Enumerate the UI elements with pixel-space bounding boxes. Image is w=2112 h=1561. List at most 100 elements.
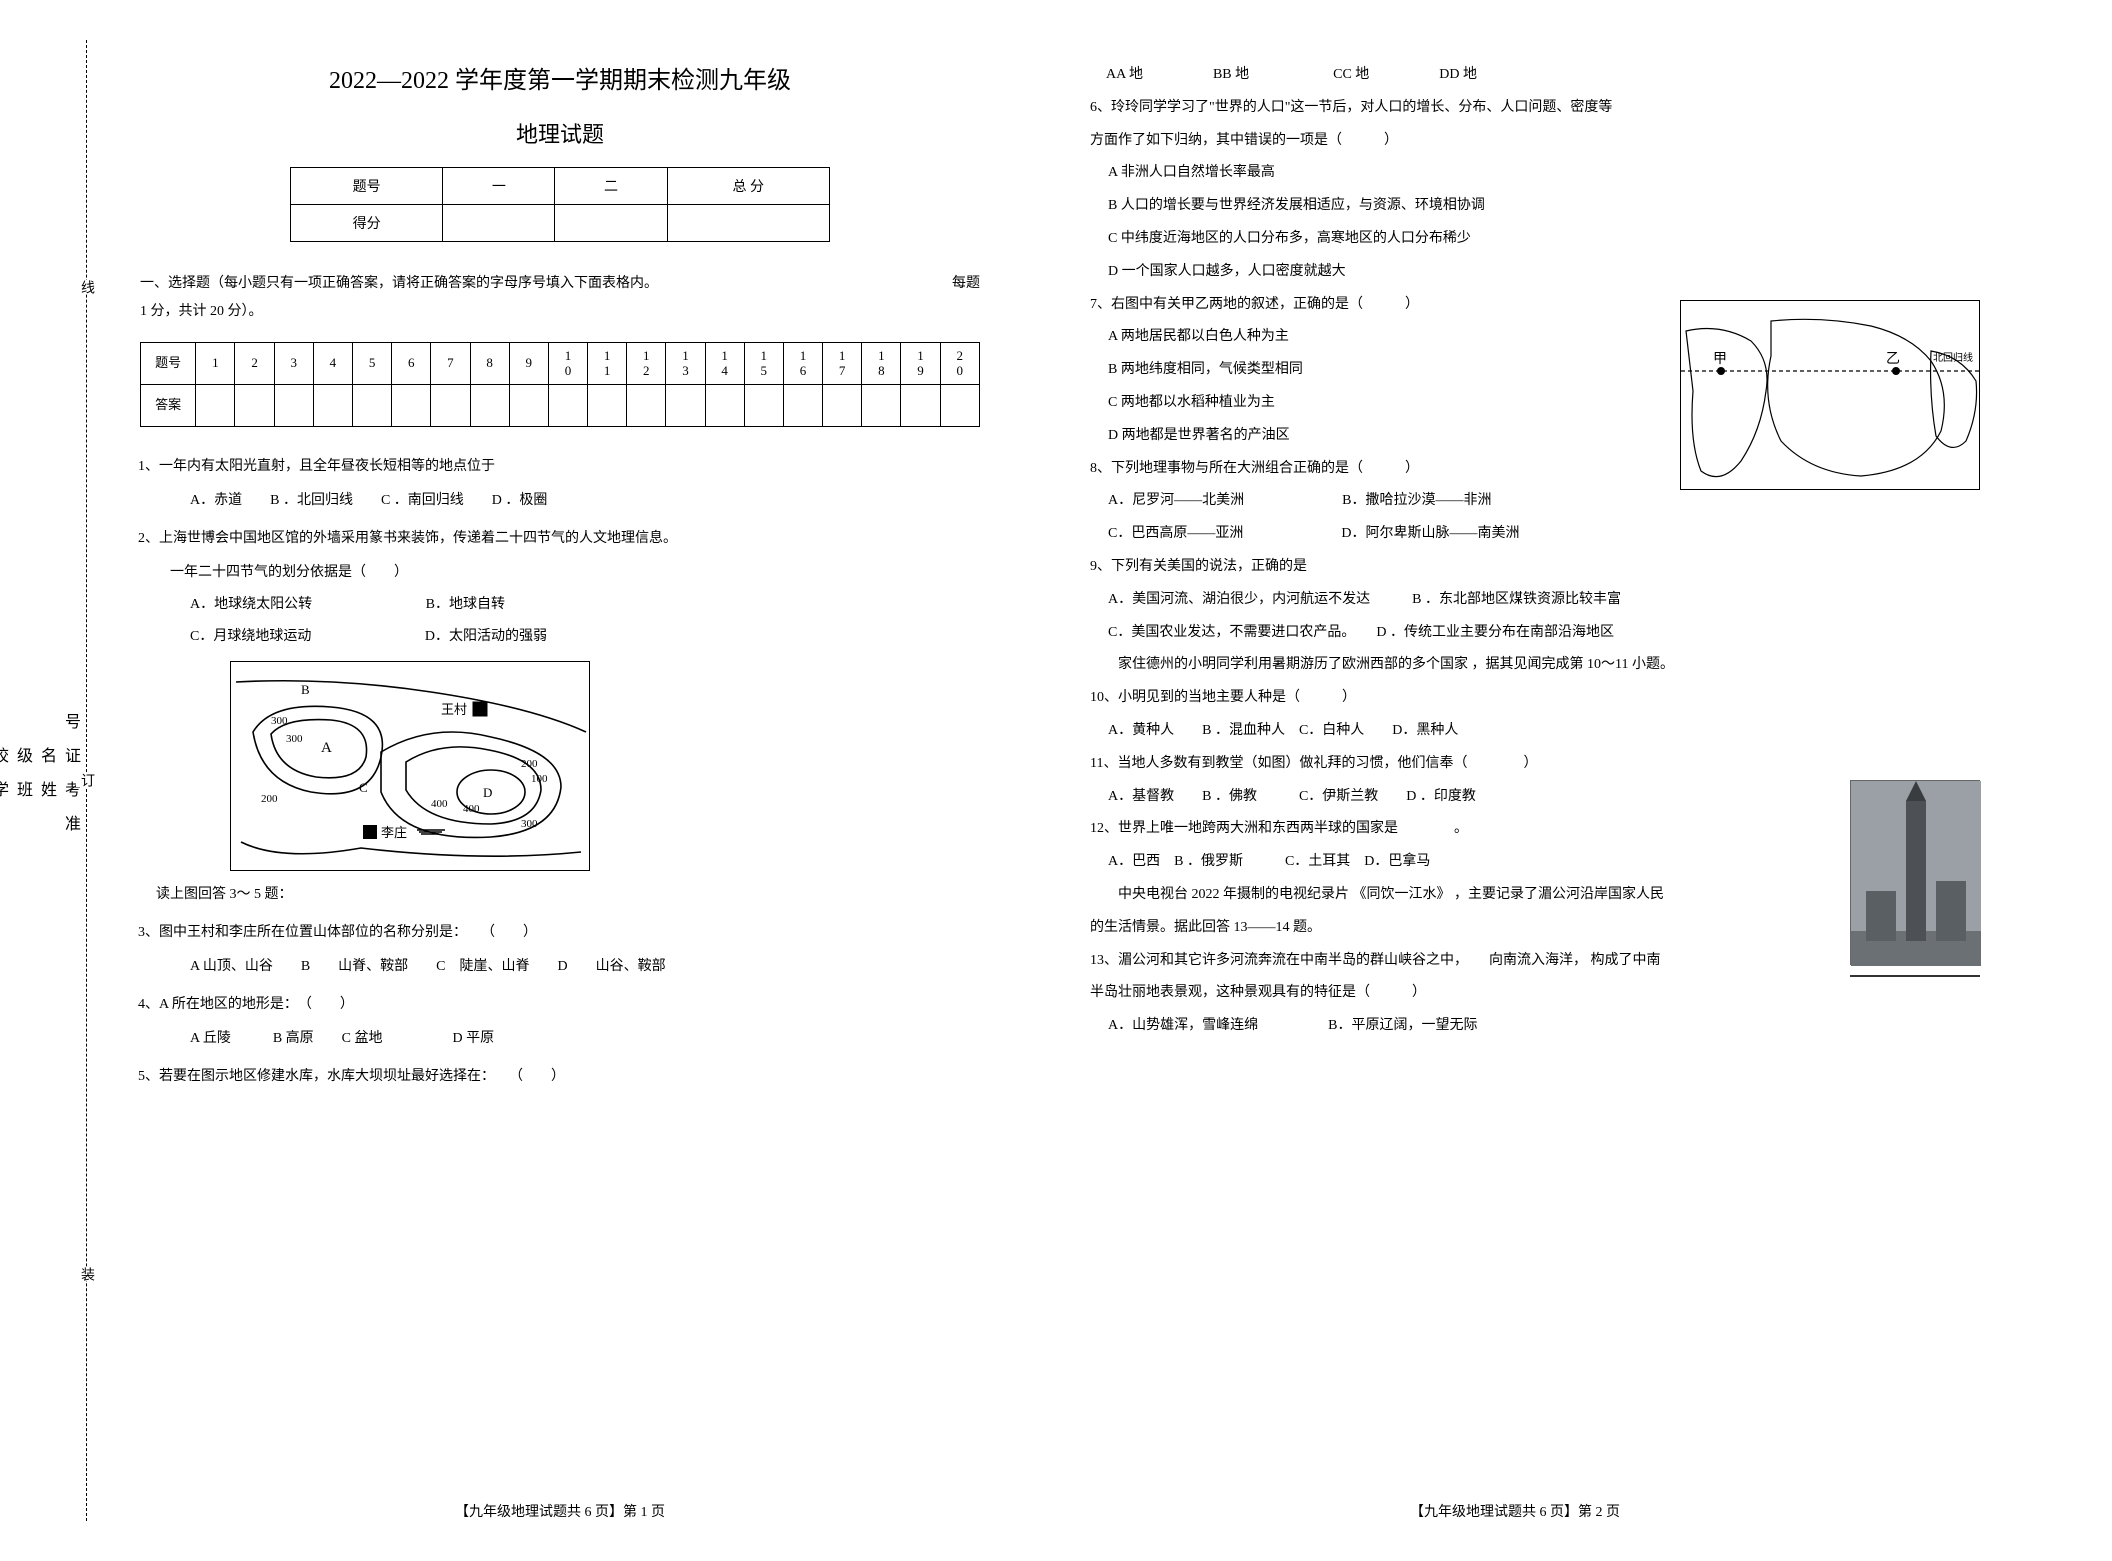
ag-n4: 4 <box>313 343 352 385</box>
section-1-instructions: 一、选择题（每小题只有一项正确答案，请将正确答案的字母序号填入下面表格内。 每题… <box>140 270 980 326</box>
q11-figure-underline <box>1850 975 1980 977</box>
page-2-footer: 【九年级地理试题共 6 页】第 2 页 <box>1060 1481 1970 1521</box>
q3-opts: A 山顶、山谷 B 山脊、鞍部 C 陡崖、山脊 D 山谷、鞍部 <box>190 953 980 981</box>
score-table: 题号 一 二 总 分 得分 <box>290 167 830 242</box>
ag-a1 <box>196 385 235 427</box>
binding-label-class: 级班 <box>10 747 34 815</box>
q4-stem: 4、A 所在地区的地形是： （ ） <box>156 991 980 1019</box>
q6-stem1: 6、玲玲同学学习了"世界的人口"这一节后，对人口的增长、分布、人口问题、密度等 <box>1090 93 1970 124</box>
ag-a11 <box>588 385 627 427</box>
q6-D: D 一个国家人口越多，人口密度就越大 <box>1108 257 1970 288</box>
ag-n15: 15 <box>744 343 783 385</box>
answer-grid-label-num: 题号 <box>141 343 196 385</box>
ag-n17: 17 <box>823 343 862 385</box>
q12-stem: 12、世界上唯一地跨两大洲和东西两半球的国家是 。 <box>1090 814 1970 845</box>
ag-a17 <box>823 385 862 427</box>
q12-opts: A．巴西 B ．俄罗斯 C．土耳其 D．巴拿马 <box>1108 847 1970 878</box>
li-icon <box>363 825 377 839</box>
score-v-label: 得分 <box>291 205 443 242</box>
ag-n20: 20 <box>940 343 979 385</box>
binding-label-name: 名姓 <box>34 747 58 815</box>
q2-optC: C．月球绕地球运动 <box>190 629 311 644</box>
score-row-header: 题号 一 二 总 分 <box>291 168 830 205</box>
q6-stem2: 方面作了如下归纳，其中错误的一项是（ ） <box>1090 126 1970 157</box>
q11-church-figure <box>1850 780 1980 965</box>
q1-stem: 1、一年内有太阳光直射，且全年昼夜长短相等的地点位于 <box>156 453 980 481</box>
answer-grid: 题号 1 2 3 4 5 6 7 8 9 10 11 12 13 14 15 1… <box>140 342 980 427</box>
ag-a10 <box>548 385 587 427</box>
q1-opts: A．赤道 B ．北回归线 C ．南回归线 D ．极圈 <box>190 487 980 515</box>
page-2: AA 地 BB 地 CC 地 DD 地 6、玲玲同学学习了"世界的人口"这一节后… <box>1050 0 2010 1561</box>
exam-title: 2022―2022 学年度第一学期期末检测九年级 <box>110 60 1010 95</box>
elev-400b: 400 <box>431 798 448 810</box>
ag-a6 <box>392 385 431 427</box>
q2-optB: B．地球自转 <box>426 597 505 612</box>
ag-a9 <box>509 385 548 427</box>
elev-100: 100 <box>531 773 548 785</box>
map-label-yi: 乙 <box>1886 351 1900 367</box>
ag-n11: 11 <box>588 343 627 385</box>
instr-line1b: 每题 <box>952 270 980 298</box>
ag-a8 <box>470 385 509 427</box>
ag-a19 <box>901 385 940 427</box>
q2-optA: A．地球绕太阳公转 <box>190 597 312 612</box>
q11-opts: A．基督教 B ．佛教 C．伊斯兰教 D ．印度教 <box>1108 782 1970 813</box>
binding-label-school: 校学 <box>0 747 10 815</box>
score-row-values: 得分 <box>291 205 830 242</box>
q13-opts: A．山势雄浑，雪峰连绵 B．平原辽阔，一望无际 <box>1108 1011 1970 1042</box>
map-label-jia: 甲 <box>1713 352 1727 367</box>
score-v-total <box>667 205 829 242</box>
q10-stem: 10、小明见到的当地主要人种是（ ） <box>1090 683 1970 714</box>
instr-line1a: 一、选择题（每小题只有一项正确答案，请将正确答案的字母序号填入下面表格内。 <box>140 276 658 291</box>
q13-stem2: 半岛壮丽地表景观，这种景观具有的特征是（ ） <box>1090 978 1970 1009</box>
contour-B: B <box>301 682 310 697</box>
contour-svg: B 王村 300 300 A C D 李庄 200 100 400 400 30… <box>231 662 591 872</box>
ag-a3 <box>274 385 313 427</box>
wang-icon <box>473 702 487 716</box>
elev-200: 200 <box>521 758 538 770</box>
q9-CD: C．美国农业发达，不需要进口农产品。 D ．传统工业主要分布在南部沿海地区 <box>1108 618 1970 649</box>
contour-C: C <box>359 780 368 795</box>
answer-grid-nums: 题号 1 2 3 4 5 6 7 8 9 10 11 12 13 14 15 1… <box>141 343 980 385</box>
ag-n14: 14 <box>705 343 744 385</box>
contour-D: D <box>483 785 492 800</box>
score-h-total: 总 分 <box>667 168 829 205</box>
contour-note: 读上图回答 3～ 5 题： <box>156 881 980 909</box>
score-v-2 <box>555 205 667 242</box>
page-1: 2022―2022 学年度第一学期期末检测九年级 地理试题 题号 一 二 总 分… <box>90 0 1050 1561</box>
elev-400a: 400 <box>463 803 480 815</box>
score-h-num: 题号 <box>291 168 443 205</box>
q3-stem: 3、图中王村和李庄所在位置山体部位的名称分别是： （ ） <box>156 919 980 947</box>
q9-AB: A．美国河流、湖泊很少，内河航运不发达 B ．东北部地区煤铁资源比较丰富 <box>1108 585 1970 616</box>
q2-optAB: A．地球绕太阳公转 B．地球自转 <box>190 591 980 619</box>
q8-CD: C．巴西高原——亚洲 D．阿尔卑斯山脉——南美洲 <box>1108 519 1970 550</box>
ag-n7: 7 <box>431 343 470 385</box>
ag-a13 <box>666 385 705 427</box>
ag-n13: 13 <box>666 343 705 385</box>
ag-n10: 10 <box>548 343 587 385</box>
ag-a14 <box>705 385 744 427</box>
ag-n2: 2 <box>235 343 274 385</box>
binding-field-labels: 号证考准 名姓 级班 校学 <box>0 0 82 1561</box>
ag-n8: 8 <box>470 343 509 385</box>
binding-fold-line: 线 订 装 <box>86 40 87 1521</box>
q2-stem2: 一年二十四节气的划分依据是（ ） <box>170 559 980 587</box>
map-label-tropic: 北回归线 <box>1933 351 1973 364</box>
ag-n9: 9 <box>509 343 548 385</box>
ag-n3: 3 <box>274 343 313 385</box>
ag-a7 <box>431 385 470 427</box>
ag-a5 <box>353 385 392 427</box>
answer-grid-answers: 答案 <box>141 385 980 427</box>
q5-opts: AA 地 BB 地 CC 地 DD 地 <box>1106 60 1970 91</box>
q7-map-figure: 甲 乙 北回归线 <box>1680 300 1980 490</box>
q11-stem: 11、当地人多数有到教堂（如图）做礼拜的习惯，他们信奉（ ） <box>1090 749 1970 780</box>
q6-C: C 中纬度近海地区的人口分布多，高寒地区的人口分布稀少 <box>1108 224 1970 255</box>
contour-map-figure: B 王村 300 300 A C D 李庄 200 100 400 400 30… <box>230 661 1010 871</box>
ag-n19: 19 <box>901 343 940 385</box>
contour-li: 李庄 <box>381 825 407 840</box>
instr-line2: 1 分，共计 20 分）。 <box>140 304 263 319</box>
score-h-2: 二 <box>555 168 667 205</box>
ag-n5: 5 <box>353 343 392 385</box>
q5-stem: 5、若要在图示地区修建水库，水库大坝坝址最好选择在： （ ） <box>156 1063 980 1091</box>
q2-stem1: 2、上海世博会中国地区馆的外墙采用篆书来装饰，传递着二十四节气的人文地理信息。 <box>156 525 980 553</box>
